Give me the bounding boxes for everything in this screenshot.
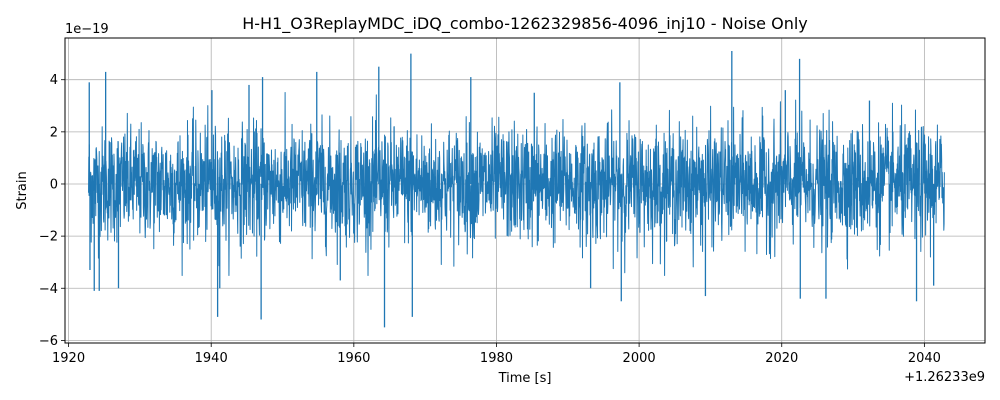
x-axis-label: Time [s] <box>498 371 552 386</box>
y-tick-label: −4 <box>39 282 58 297</box>
x-tick-label: 1980 <box>480 351 513 366</box>
y-axis-scale-label: 1e−19 <box>65 22 109 37</box>
y-tick-label: −2 <box>39 230 58 245</box>
ticks: 1920 1940 1960 1980 2000 2020 2040 −6 −4 −2 0 2 4 <box>39 73 941 366</box>
x-tick-label: 2000 <box>623 351 656 366</box>
y-axis-label: Strain <box>15 171 30 210</box>
chart-title: H-H1_O3ReplayMDC_iDQ_combo-1262329856-40… <box>242 14 808 34</box>
x-tick-label: 1960 <box>337 351 370 366</box>
y-tick-label: 0 <box>50 177 58 192</box>
x-tick-label: 2040 <box>908 351 941 366</box>
x-axis-offset-label: +1.26233e9 <box>904 370 985 385</box>
x-tick-label: 2020 <box>765 351 798 366</box>
x-tick-label: 1920 <box>52 351 85 366</box>
strain-series-line <box>88 91 945 276</box>
y-tick-label: 4 <box>50 73 58 88</box>
plot-frame <box>64 37 986 344</box>
y-tick-label: 2 <box>50 125 58 140</box>
y-tick-label: −6 <box>39 334 58 349</box>
data-area <box>88 51 945 328</box>
x-tick-label: 1940 <box>195 351 228 366</box>
